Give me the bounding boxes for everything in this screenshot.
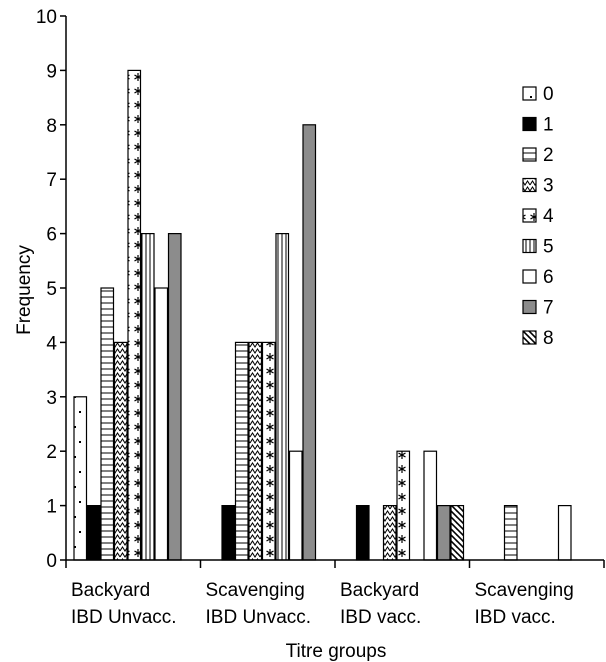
y-tick-label: 6 bbox=[46, 225, 57, 246]
y-tick-label: 7 bbox=[46, 170, 57, 191]
bar-series-6-3 bbox=[423, 450, 438, 561]
x-category-label-line2: IBD Unvacc. bbox=[71, 607, 177, 628]
legend-swatch-7 bbox=[522, 299, 537, 315]
bar-series-7-3 bbox=[436, 505, 451, 561]
x-category-label-line1: Scavenging bbox=[475, 580, 574, 601]
legend-label-1: 1 bbox=[543, 115, 554, 136]
legend-swatch-0 bbox=[522, 86, 537, 101]
bar-series-4-2 bbox=[261, 341, 276, 561]
y-tick-label: 2 bbox=[46, 442, 57, 463]
bar-series-1-2 bbox=[221, 505, 236, 561]
y-tick-label: 3 bbox=[46, 388, 57, 409]
bar-series-0-1 bbox=[73, 396, 88, 561]
y-tick-label: 8 bbox=[46, 116, 57, 137]
bar-series-2-1 bbox=[100, 287, 115, 561]
x-category-label-line1: Backyard bbox=[340, 580, 419, 601]
bar-series-6-4 bbox=[557, 505, 572, 561]
y-tick-label: 4 bbox=[46, 333, 57, 354]
bar-series-4-1 bbox=[127, 69, 142, 561]
legend-swatch-4 bbox=[522, 208, 537, 223]
legend-label-6: 6 bbox=[543, 267, 554, 288]
legend-swatch-8 bbox=[522, 330, 537, 345]
y-tick-label: 9 bbox=[46, 61, 57, 82]
bar-series-2-4 bbox=[503, 505, 518, 561]
bar-series-3-2 bbox=[248, 341, 263, 561]
bar-series-7-1 bbox=[167, 233, 182, 561]
y-tick-label: 10 bbox=[36, 7, 57, 28]
y-tick-label: 1 bbox=[46, 497, 57, 518]
bar-series-1-3 bbox=[355, 505, 370, 561]
bar-series-6-2 bbox=[288, 450, 303, 561]
bar-series-7-2 bbox=[302, 124, 317, 561]
bar-series-3-1 bbox=[113, 341, 128, 561]
legend-swatch-3 bbox=[522, 177, 537, 193]
bar-series-2-2 bbox=[234, 341, 249, 561]
x-category-label-line2: IBD Unvacc. bbox=[206, 607, 312, 628]
bar-series-6-1 bbox=[154, 287, 169, 561]
bars-layer bbox=[73, 69, 572, 561]
legend-swatch-6 bbox=[522, 269, 537, 284]
legend-label-0: 0 bbox=[543, 84, 554, 105]
legend-label-3: 3 bbox=[543, 176, 554, 197]
legend-swatch-2 bbox=[522, 147, 537, 162]
y-axis-title: Frequency bbox=[14, 245, 35, 335]
y-tick-label: 0 bbox=[46, 551, 57, 572]
legend-label-5: 5 bbox=[543, 237, 554, 258]
legend-swatch-5 bbox=[522, 238, 537, 254]
bar-series-5-1 bbox=[140, 233, 155, 561]
bar-series-8-3 bbox=[450, 505, 465, 561]
legend-label-2: 2 bbox=[543, 145, 554, 166]
bar-series-3-3 bbox=[382, 505, 397, 561]
x-axis-title: Titre groups bbox=[286, 641, 387, 662]
y-tick-label: 5 bbox=[46, 279, 57, 300]
legend-swatch-1 bbox=[522, 116, 537, 132]
bar-series-4-3 bbox=[396, 450, 411, 561]
x-category-label-line2: IBD vacc. bbox=[340, 607, 421, 628]
x-category-label-line2: IBD vacc. bbox=[475, 607, 556, 628]
legend-label-8: 8 bbox=[543, 328, 554, 349]
x-category-label-line1: Scavenging bbox=[206, 580, 305, 601]
x-category-label-line1: Backyard bbox=[71, 580, 150, 601]
legend: 0 1 2 3 4 5 6 7 8 bbox=[522, 84, 554, 349]
legend-label-4: 4 bbox=[543, 206, 554, 227]
bar-series-1-1 bbox=[86, 505, 101, 561]
legend-label-7: 7 bbox=[543, 298, 554, 319]
bar-series-5-2 bbox=[275, 233, 290, 561]
